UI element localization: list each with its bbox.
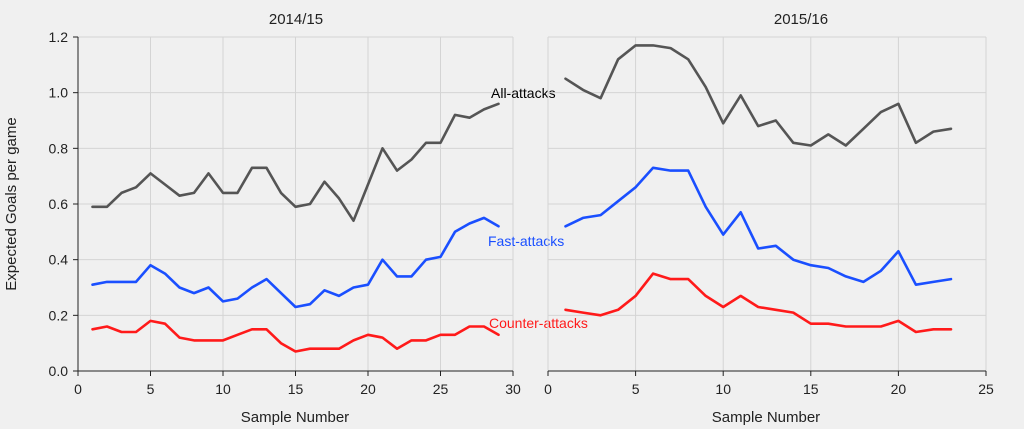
x-axis-label-2014-15: Sample Number: [241, 409, 349, 426]
x-tick-label: 20: [891, 381, 907, 397]
series-line-all-attacks: [91, 102, 500, 222]
series-line-fast-attacks: [91, 216, 500, 309]
series-line-counter-attacks: [564, 272, 953, 334]
x-tick-label: 5: [147, 381, 155, 397]
panel-title-2014-15: 2014/15: [269, 11, 323, 28]
panel-2014-15: 2014/15 Sample Number Expected Goals per…: [3, 11, 588, 426]
y-tick-label: 0.4: [49, 252, 69, 268]
grid-lines: [77, 36, 514, 372]
y-tick-label: 1.2: [49, 29, 69, 45]
x-tick-label: 0: [74, 381, 82, 397]
series-label-all-attacks: All-attacks: [491, 85, 556, 101]
x-tick-label: 25: [978, 381, 994, 397]
x-tick-label: 10: [215, 381, 231, 397]
x-tick-label: 15: [803, 381, 819, 397]
x-tick-label: 0: [544, 381, 552, 397]
series-label-fast-attacks: Fast-attacks: [488, 233, 564, 249]
x-tick-label: 10: [715, 381, 731, 397]
series-line-counter-attacks: [91, 319, 500, 353]
x-tick-label: 20: [360, 381, 376, 397]
series-label-counter-attacks: Counter-attacks: [489, 315, 588, 331]
x-tick-label: 15: [288, 381, 304, 397]
series-line-all-attacks: [564, 44, 953, 147]
x-tick-label: 5: [632, 381, 640, 397]
y-tick-label: 0.6: [49, 196, 69, 212]
y-axis-label: Expected Goals per game: [3, 117, 20, 290]
panel-2015-16: 2015/16 Sample Number 0 5 10 15 20 25: [544, 11, 994, 426]
y-tick-label: 0.2: [49, 307, 69, 323]
y-tick-label: 1.0: [49, 85, 69, 101]
x-tick-label: 30: [505, 381, 521, 397]
y-tick-label: 0.8: [49, 140, 69, 156]
series-line-fast-attacks: [564, 166, 953, 287]
panel-title-2015-16: 2015/16: [774, 11, 828, 28]
y-tick-label: 0.0: [49, 363, 69, 379]
x-tick-label: 25: [433, 381, 449, 397]
x-axis-label-2015-16: Sample Number: [712, 409, 820, 426]
